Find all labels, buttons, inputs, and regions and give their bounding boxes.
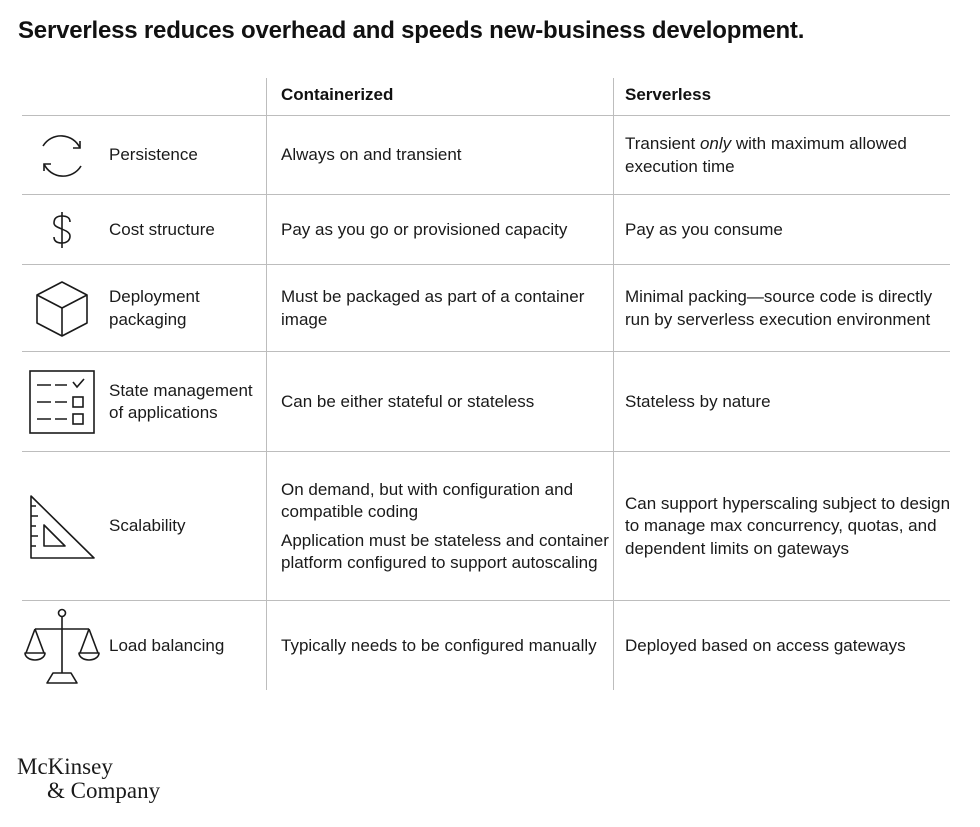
comparison-table-header: Containerized Serverless <box>22 78 950 115</box>
table-row-cost-structure: Cost structure Pay as you go or provisio… <box>22 194 950 265</box>
table-row-deployment-packaging: Deployment packaging Must be packaged as… <box>22 264 950 352</box>
set-square-icon <box>22 452 102 601</box>
row-label: Deployment packaging <box>109 287 200 329</box>
serverless-value: Can support hyperscaling subject to desi… <box>625 493 951 558</box>
serverless-value: Minimal packing—source code is directly … <box>625 287 933 329</box>
column-header-serverless: Serverless <box>625 85 712 104</box>
row-label: State management of applications <box>109 380 253 423</box>
row-label: Scalability <box>109 516 186 536</box>
column-divider <box>266 78 267 690</box>
serverless-value: Deployed based on access gateways <box>625 635 906 655</box>
page-title: Serverless reduces overhead and speeds n… <box>18 17 805 44</box>
serverless-value: Pay as you consume <box>625 219 783 239</box>
table-row-persistence: Persistence Always on and transient Tran… <box>22 115 950 195</box>
containerized-value: Pay as you go or provisioned capacity <box>281 219 568 239</box>
cycle-arrows-icon <box>22 116 102 195</box>
row-label: Load balancing <box>109 635 225 655</box>
containerized-value: Typically needs to be configured manuall… <box>281 635 597 655</box>
balance-scale-icon <box>22 601 102 691</box>
logo-line-1: McKinsey <box>17 754 113 779</box>
row-label: Cost structure <box>109 219 215 239</box>
logo-line-2: & Company <box>47 778 161 803</box>
mckinsey-logo: McKinsey & Company <box>17 755 160 803</box>
serverless-value: Transient only with maximum allowed exec… <box>625 134 907 176</box>
column-header-containerized: Containerized <box>281 85 394 104</box>
containerized-value: Application must be stateless and contai… <box>281 530 609 573</box>
table-row-scalability: Scalability On demand, but with configur… <box>22 451 950 601</box>
checklist-icon <box>22 352 102 452</box>
containerized-value: Always on and transient <box>281 145 462 165</box>
row-label: Persistence <box>109 145 198 165</box>
serverless-value: Stateless by nature <box>625 391 771 411</box>
containerized-value: Can be either stateful or stateless <box>281 391 535 411</box>
column-divider <box>613 78 614 690</box>
containerized-value: Must be packaged as part of a container … <box>281 287 585 329</box>
cube-icon <box>22 265 102 352</box>
table-row-state-management: State management of applications Can be … <box>22 351 950 452</box>
table-row-load-balancing: Load balancing Typically needs to be con… <box>22 600 950 691</box>
containerized-value: On demand, but with configuration and co… <box>281 479 574 522</box>
dollar-icon <box>22 195 102 265</box>
